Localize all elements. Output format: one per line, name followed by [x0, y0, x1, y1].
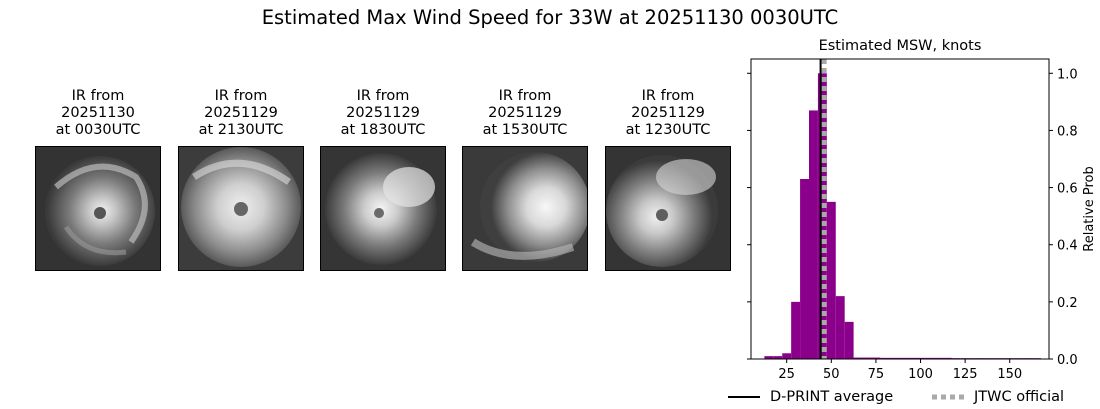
histogram-bar: [924, 357, 934, 359]
legend-label: JTWC official: [974, 389, 1065, 405]
ir-panel: IR from 20251130 at 0030UTC: [35, 88, 161, 271]
ir-panel-caption: IR from 20251129 at 1230UTC: [625, 88, 711, 138]
histogram-bar: [835, 296, 845, 359]
ir-panel-caption: IR from 20251129 at 1830UTC: [340, 88, 426, 138]
histogram-bar: [791, 301, 801, 359]
y-tick-label: 1.0: [1057, 67, 1078, 82]
x-tick-label: 75: [868, 367, 885, 382]
ir-satellite-image: [462, 146, 588, 271]
x-tick-label: 125: [953, 367, 978, 382]
ir-satellite-image: [35, 146, 161, 271]
histogram-bar: [800, 179, 809, 359]
y-tick-label: 0.8: [1057, 124, 1078, 139]
histogram-bar: [871, 357, 881, 359]
histogram-bar: [764, 356, 774, 359]
y-tick-label: 0.2: [1057, 296, 1078, 311]
legend-entry-dprint: D-PRINT average: [728, 386, 893, 408]
legend-dprint-swatch: [728, 396, 760, 398]
ir-satellite-image: [605, 146, 731, 271]
y-axis-label: Relative Prob: [1082, 166, 1097, 251]
y-tick-label: 0.0: [1057, 353, 1078, 368]
histogram-bar: [853, 357, 863, 359]
histogram-bar: [916, 357, 925, 359]
ir-panel-caption: IR from 20251129 at 2130UTC: [198, 88, 284, 138]
histogram-bar: [773, 356, 783, 359]
ir-panel-caption: IR from 20251130 at 0030UTC: [55, 88, 141, 138]
ir-panel: IR from 20251129 at 1830UTC: [320, 88, 446, 271]
x-tick-label: 150: [997, 367, 1022, 382]
y-tick-label: 0.4: [1057, 239, 1078, 254]
histogram-bar: [808, 110, 818, 359]
legend-entry-jtwc: JTWC official: [932, 386, 1064, 408]
y-tick-label: 0.6: [1057, 182, 1078, 197]
histogram-bar: [942, 357, 952, 359]
ir-panel: IR from 20251129 at 1530UTC: [462, 88, 588, 271]
histogram-bar: [907, 357, 917, 359]
ir-panel-caption: IR from 20251129 at 1530UTC: [482, 88, 568, 138]
chart-legend: D-PRINT average JTWC official: [728, 386, 1100, 408]
ir-satellite-image: [320, 146, 446, 271]
chart-title: Estimated MSW, knots: [819, 38, 982, 54]
legend-label: D-PRINT average: [770, 389, 894, 405]
page-title: Estimated Max Wind Speed for 33W at 2025…: [261, 6, 839, 29]
x-tick-label: 50: [823, 367, 840, 382]
x-tick-label: 100: [908, 367, 933, 382]
histogram-bar: [880, 357, 890, 359]
ir-satellite-image: [178, 146, 304, 271]
histogram-bar: [782, 353, 792, 359]
x-tick-label: 25: [778, 367, 795, 382]
histogram-bar: [889, 357, 899, 359]
histogram-bar: [862, 357, 872, 359]
histogram-bar: [844, 321, 854, 359]
ir-panel: IR from 20251129 at 2130UTC: [178, 88, 304, 271]
ir-panel: IR from 20251129 at 1230UTC: [605, 88, 731, 271]
histogram-bar: [933, 357, 943, 359]
plot-frame: [750, 58, 1050, 360]
histogram-bar: [826, 201, 836, 359]
legend-jtwc-swatch: [932, 394, 964, 400]
histogram-bar: [898, 357, 908, 359]
